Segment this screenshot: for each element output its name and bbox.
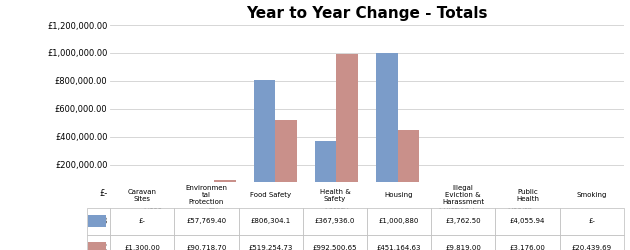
Title: Year to Year Change - Totals: Year to Year Change - Totals [246,6,488,21]
Bar [315,141,336,192]
Bar [254,80,275,192]
Bar [275,120,297,192]
Bar [581,190,602,192]
Bar [214,180,236,192]
Bar [193,184,214,192]
Bar [376,53,398,192]
Bar [336,54,358,192]
Bar [459,191,480,192]
Bar [398,130,419,192]
